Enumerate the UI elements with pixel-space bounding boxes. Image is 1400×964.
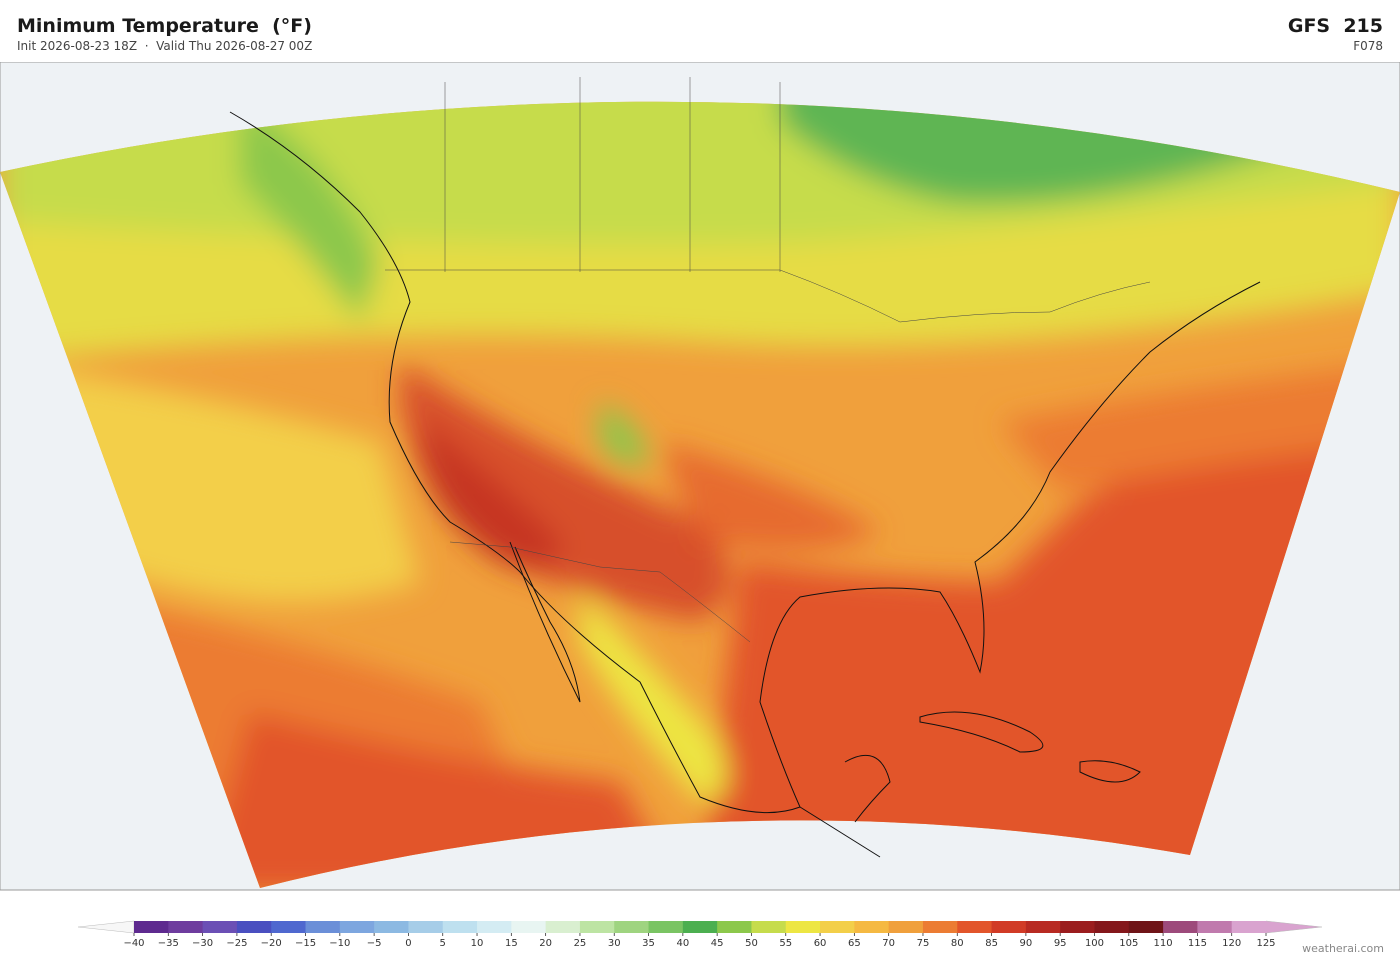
- colorbar-segment: [168, 921, 204, 933]
- colorbar-segment: [957, 921, 993, 933]
- colorbar-segment: [408, 921, 444, 933]
- colorbar-segment: [271, 921, 307, 933]
- colorbar-tick-label: 5: [440, 938, 446, 949]
- colorbar-tick-label: 50: [745, 938, 758, 949]
- colorbar-tick-label: −20: [261, 938, 282, 949]
- colorbar-tick-label: 60: [814, 938, 827, 949]
- colorbar-tick-label: −10: [329, 938, 350, 949]
- colorbar-tick-label: 55: [779, 938, 792, 949]
- colorbar-segment: [854, 921, 890, 933]
- colorbar-tick-label: 125: [1256, 938, 1275, 949]
- colorbar-segment: [648, 921, 684, 933]
- subtitle: Init 2026-08-23 18Z · Valid Thu 2026-08-…: [17, 39, 312, 53]
- colorbar-tick-label: 85: [985, 938, 998, 949]
- colorbar-tick-label: −15: [295, 938, 316, 949]
- colorbar-under: [77, 920, 135, 934]
- colorbar-segment: [339, 921, 375, 933]
- colorbar-tick-label: −35: [158, 938, 179, 949]
- colorbar-segment: [1163, 921, 1198, 933]
- colorbar-segment: [717, 921, 752, 933]
- colorbar-tick-label: 115: [1188, 938, 1207, 949]
- credit: weatherai.com: [1302, 942, 1384, 955]
- borders: [385, 77, 1151, 643]
- colorbar-tick-label: −25: [226, 938, 247, 949]
- colorbar: −40 −35 −30 −25 −20 −15 −10 −5 0 5 10 15 20 25 30 35 40 4…: [77, 920, 1323, 949]
- colorbar-segment: [545, 921, 581, 933]
- colorbar-tick-label: 80: [951, 938, 964, 949]
- colorbar-tick-label: 45: [711, 938, 724, 949]
- colorbar-tick-label: 90: [1020, 938, 1033, 949]
- colorbar-segment: [682, 921, 718, 933]
- colorbar-tick-label: 40: [676, 938, 689, 949]
- colorbar-segment: [236, 921, 272, 933]
- colorbar-segment: [820, 921, 855, 933]
- colorbar-tick-label: 110: [1154, 938, 1173, 949]
- colorbar-tick-label: 70: [882, 938, 895, 949]
- colorbar-segment: [1231, 921, 1267, 933]
- colorbar-segment: [888, 921, 924, 933]
- coastlines: [229, 111, 1261, 858]
- forecast-hour: F078: [1353, 39, 1383, 53]
- title: Minimum Temperature (°F): [17, 15, 312, 37]
- separator: ·: [144, 39, 149, 53]
- colorbar-segment: [1094, 921, 1130, 933]
- colorbar-segment: [579, 921, 615, 933]
- colorbar-tick-label: 105: [1119, 938, 1138, 949]
- map: [0, 62, 1400, 891]
- colorbar-tick-label: 10: [471, 938, 484, 949]
- colorbar-segment: [134, 921, 169, 933]
- colorbar-tick-label: −40: [123, 938, 144, 949]
- colorbar-segment: [785, 921, 821, 933]
- colorbar-tick-label: 15: [505, 938, 518, 949]
- model: GFS 215: [1287, 15, 1383, 37]
- colorbar-tick-label: −5: [367, 938, 382, 949]
- colorbar-segment: [1060, 921, 1095, 933]
- colorbar-tick-label: 20: [539, 938, 552, 949]
- colorbar-segment: [1025, 921, 1061, 933]
- colorbar-over: [1265, 920, 1323, 934]
- colorbar-segment: [1197, 921, 1233, 933]
- colorbar-segment: [511, 921, 547, 933]
- colorbar-tick-label: 95: [1054, 938, 1067, 949]
- init: Init 2026-08-23 18Z: [17, 39, 138, 53]
- colorbar-tick-label: 100: [1085, 938, 1104, 949]
- colorbar-tick-label: 35: [642, 938, 655, 949]
- valid: Valid Thu 2026-08-27 00Z: [156, 39, 313, 53]
- colorbar-segment: [202, 921, 238, 933]
- colorbar-segment: [442, 921, 478, 933]
- colorbar-tick-label: 120: [1222, 938, 1241, 949]
- colorbar-tick-label: 65: [848, 938, 861, 949]
- colorbar-segment: [991, 921, 1027, 933]
- colorbar-segment: [1128, 921, 1164, 933]
- colorbar-tick-label: 75: [917, 938, 930, 949]
- colorbar-tick-label: 25: [574, 938, 587, 949]
- colorbar-segment: [751, 921, 787, 933]
- colorbar-segment: [305, 921, 341, 933]
- colorbar-segment: [374, 921, 409, 933]
- colorbar-segment: [614, 921, 650, 933]
- colorbar-tick-label: 30: [608, 938, 621, 949]
- colorbar-segment: [477, 921, 512, 933]
- colorbar-tick-label: −30: [192, 938, 213, 949]
- colorbar-segment: [922, 921, 958, 933]
- colorbar-tick-label: 0: [405, 938, 411, 949]
